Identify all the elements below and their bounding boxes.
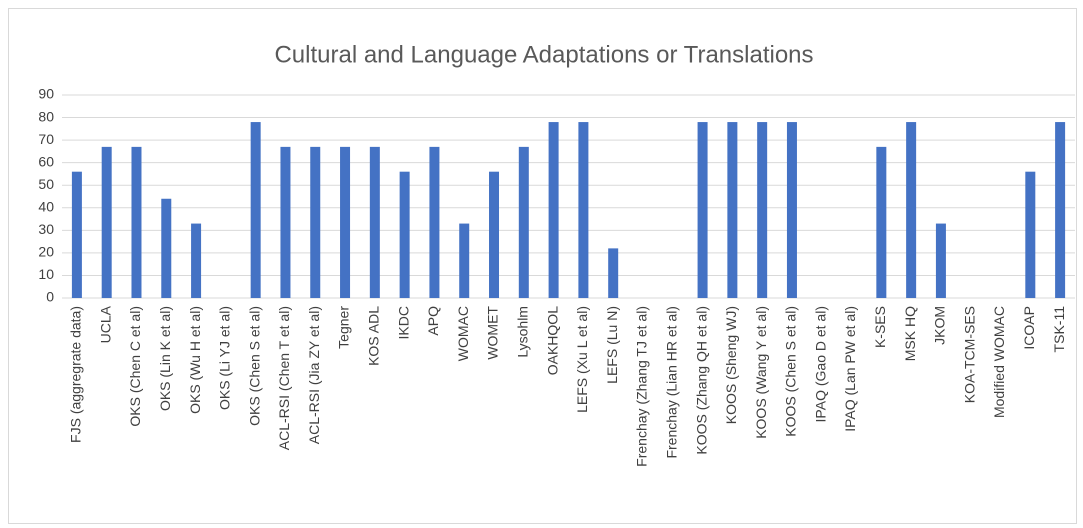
x-tick-label: Frenchay (Lian HR et al) (663, 306, 679, 459)
x-tick-label: FJS (aggregrate data) (68, 306, 84, 443)
x-tick-label: OKS (Lin K et al) (157, 306, 173, 411)
x-tick-label: KOOS (Wang Y et al) (753, 306, 769, 439)
x-tick-label: TSK-11 (1051, 306, 1067, 353)
bar (548, 122, 559, 298)
x-tick-label: KOS ADL (366, 306, 382, 366)
bar (608, 248, 619, 298)
y-tick-label: 10 (38, 266, 54, 282)
y-tick-label: 70 (38, 131, 54, 147)
bar (876, 146, 887, 298)
x-tick-label: IKDC (395, 306, 411, 339)
bar (131, 146, 142, 298)
bar (101, 146, 112, 298)
y-tick-label: 30 (38, 221, 54, 237)
x-tick-label: OKS (Chen S et al) (246, 306, 262, 426)
y-tick-label: 80 (38, 108, 54, 124)
bar (489, 171, 500, 298)
x-tick-label: OAKHQOL (544, 306, 560, 375)
y-tick-label: 50 (38, 176, 54, 192)
x-tick-label: K-SES (872, 306, 888, 348)
bar (697, 122, 708, 298)
x-tick-label: IPAQ (Gao D et al) (812, 306, 828, 422)
bar (369, 146, 380, 298)
x-tick-label: ACL-RSI (Jia ZY et al) (306, 306, 322, 444)
y-tick-label: 0 (46, 289, 54, 305)
y-tick-label: 90 (38, 86, 54, 102)
bar (1025, 171, 1036, 298)
bar (727, 122, 738, 298)
x-tick-label: OKS (Wu H et al) (187, 306, 203, 414)
x-tick-label: JKOM (932, 306, 948, 345)
bar (340, 146, 351, 298)
y-tick-label: 40 (38, 198, 54, 214)
y-tick-label: 60 (38, 153, 54, 169)
x-tick-label: UCLA (97, 305, 113, 343)
bar (578, 122, 589, 298)
x-tick-label: WOMET (485, 306, 501, 360)
x-tick-label: LEFS (Lu N) (604, 306, 620, 384)
x-tick-label: KOA-TCM-SES (961, 306, 977, 403)
bar (161, 198, 172, 298)
x-tick-label: LEFS (Xu L et al) (574, 306, 590, 413)
x-tick-label: MSK HQ (902, 306, 918, 361)
bar (310, 146, 321, 298)
bar (757, 122, 768, 298)
y-tick-label: 20 (38, 244, 54, 260)
x-tick-label: Lysohlm (515, 306, 531, 358)
chart-title: Cultural and Language Adaptations or Tra… (274, 41, 813, 68)
x-tick-label: OKS (Chen C et al) (127, 306, 143, 427)
bar (399, 171, 410, 298)
bar (250, 122, 261, 298)
x-tick-label: WOMAC (455, 306, 471, 361)
bar (71, 171, 82, 298)
bar (459, 223, 470, 298)
x-tick-label: KOOS (Sheng WJ) (723, 306, 739, 424)
x-tick-label: KOOS (Zhang QH et al) (693, 306, 709, 455)
x-tick-label: Modified WOMAC (991, 306, 1007, 418)
bar (191, 223, 202, 298)
x-tick-label: KOOS (Chen S et al) (783, 306, 799, 437)
chart-frame (8, 8, 1077, 524)
x-tick-label: APQ (425, 306, 441, 336)
x-tick-label: ICOAP (1021, 306, 1037, 350)
bar (518, 146, 529, 298)
bar (906, 122, 917, 298)
x-tick-label: OKS (Li YJ et al) (217, 306, 233, 410)
bar (1055, 122, 1066, 298)
x-tick-label: IPAQ (Lan PW et al) (842, 306, 858, 432)
bar (429, 146, 440, 298)
x-tick-label: Frenchay (Zhang TJ et al) (634, 306, 650, 467)
bar (280, 146, 291, 298)
x-tick-label: ACL-RSI (Chen T et al) (276, 306, 292, 450)
bar (935, 223, 946, 298)
bar (786, 122, 797, 298)
x-tick-label: Tegner (336, 306, 352, 349)
